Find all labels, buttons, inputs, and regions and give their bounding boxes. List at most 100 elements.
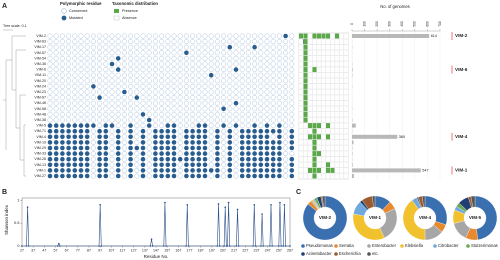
- mutated-residue: [103, 173, 109, 179]
- conserved-residue: [84, 39, 90, 45]
- absence-cell: [339, 44, 344, 50]
- conserved-residue: [134, 111, 140, 117]
- conserved-residue: [202, 61, 208, 67]
- conserved-residue: [115, 117, 121, 123]
- conserved-residue: [90, 106, 96, 112]
- absence-cell: [325, 61, 331, 67]
- donut-label: VIM-5: [469, 215, 482, 220]
- conserved-residue: [221, 167, 227, 173]
- mutated-residue: [252, 140, 257, 145]
- mutated-residue: [78, 123, 84, 128]
- conserved-residue: [245, 78, 251, 84]
- conserved-residue: [146, 145, 152, 151]
- mutated-residue: [227, 151, 233, 156]
- conserved-residue: [221, 100, 227, 106]
- conserved-residue: [128, 95, 134, 101]
- mutated-residue: [239, 168, 245, 173]
- mutated-residue: [140, 140, 146, 145]
- absence-cell: [325, 111, 331, 118]
- x-tick-label: 87: [87, 248, 91, 252]
- absence-cell: [339, 139, 344, 145]
- conserved-residue: [183, 44, 189, 50]
- presence-cell: [321, 33, 326, 39]
- conserved-residue: [258, 100, 264, 106]
- conserved-residue: [208, 151, 214, 157]
- x-tick-label: 127: [131, 248, 137, 252]
- presence-cell: [308, 123, 312, 129]
- conserved-residue: [84, 83, 90, 89]
- conserved-residue: [202, 100, 208, 106]
- conserved-residue: [146, 162, 152, 168]
- conserved-residue: [152, 39, 158, 45]
- mutated-residue: [134, 145, 140, 151]
- mutated-residue: [202, 162, 208, 168]
- absence-cell: [298, 106, 304, 112]
- conserved-residue: [134, 72, 140, 78]
- panel-label: A: [2, 3, 7, 10]
- conserved-residue: [183, 39, 189, 45]
- conserved-residue: [245, 83, 251, 89]
- absence-cell: [307, 117, 313, 123]
- conserved-residue: [221, 78, 227, 84]
- conserved-residue: [134, 67, 140, 73]
- conserved-residue: [177, 106, 183, 112]
- absence-cell: [298, 173, 304, 179]
- mutated-residue: [72, 145, 78, 151]
- conserved-residue: [276, 61, 282, 67]
- conserved-residue: [47, 95, 53, 101]
- conserved-residue: [264, 55, 270, 61]
- conserved-residue: [90, 117, 96, 123]
- mutated-residue: [140, 112, 146, 117]
- mutated-residue: [153, 151, 158, 156]
- variant-label: VIM-17: [34, 45, 46, 49]
- absence-cell: [343, 78, 349, 84]
- conserved-residue: [115, 78, 121, 84]
- absence-cell: [321, 50, 326, 56]
- mutated-residue: [97, 95, 102, 100]
- absence-cell: [321, 151, 326, 157]
- absence-cell: [312, 83, 317, 90]
- conserved-residue: [72, 72, 78, 78]
- conserved-residue: [233, 167, 239, 173]
- absence-cell: [334, 89, 340, 95]
- absence-cell: [339, 66, 344, 73]
- mutated-residue: [60, 151, 65, 156]
- conserved-residue: [208, 123, 214, 129]
- conserved-residue: [165, 55, 171, 61]
- mutated-residue: [239, 128, 245, 134]
- conserved-residue: [233, 117, 239, 123]
- conserved-residue: [90, 67, 96, 73]
- mutated-residue: [277, 168, 282, 173]
- absence-cell: [343, 106, 349, 112]
- absence-cell: [298, 83, 304, 90]
- conserved-residue: [289, 50, 295, 56]
- mutated-residue: [84, 173, 90, 179]
- absence-cell: [316, 72, 322, 78]
- presence-cell: [330, 167, 335, 173]
- x-tick-label: 157: [164, 248, 170, 252]
- absence-cell: [312, 61, 317, 67]
- absence-cell: [312, 111, 317, 118]
- conserved-residue: [233, 95, 239, 101]
- conserved-residue: [165, 44, 171, 50]
- conserved-residue: [140, 44, 146, 50]
- absence-cell: [343, 61, 349, 67]
- conserved-residue: [289, 117, 295, 123]
- variant-label: VIM-54: [34, 56, 46, 60]
- conserved-residue: [66, 67, 72, 73]
- legend-marker: [367, 244, 371, 248]
- conserved-residue: [208, 39, 214, 45]
- mutated-residue: [258, 168, 264, 173]
- legend-marker: [334, 244, 338, 248]
- x-axis-title: Residue No.: [144, 254, 169, 259]
- conserved-residue: [134, 151, 140, 157]
- absence-cell: [303, 134, 308, 140]
- conserved-residue: [289, 111, 295, 117]
- mutated-residue: [60, 145, 65, 151]
- x-tick-label: 247: [265, 248, 271, 252]
- mutated-residue: [258, 173, 264, 179]
- data-point: [100, 245, 103, 247]
- conserved-residue: [289, 55, 295, 61]
- mutated-residue: [128, 128, 133, 134]
- mutated-residue: [246, 168, 251, 173]
